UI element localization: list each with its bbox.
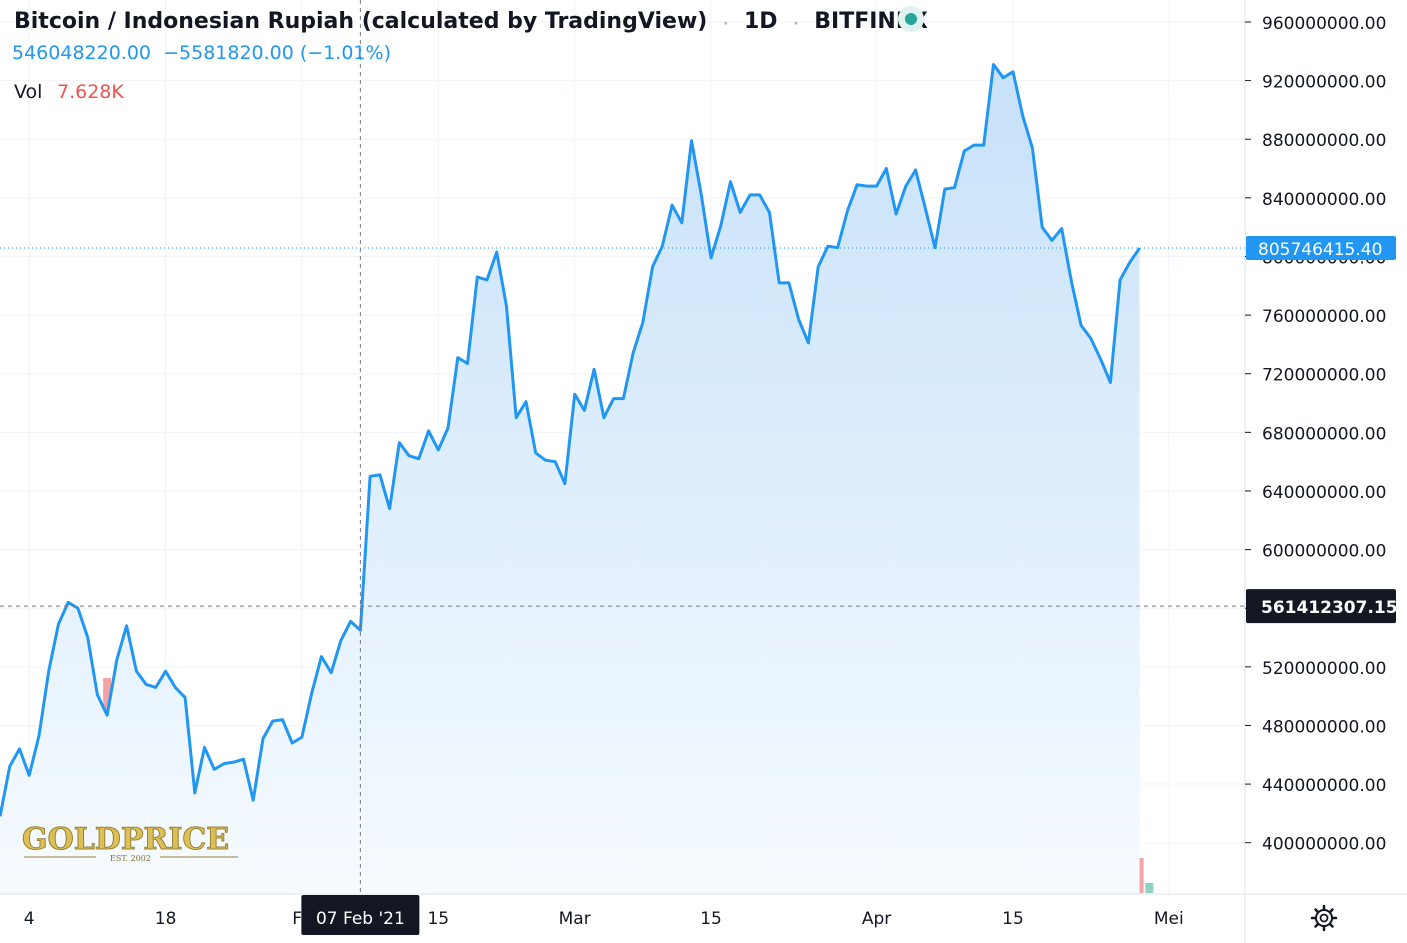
price-tick-label: 840000000.00	[1262, 190, 1386, 210]
price-axis[interactable]: 960000000.00 920000000.00 880000000.00 8400…	[1245, 14, 1386, 855]
market-status-dot[interactable]	[905, 13, 917, 25]
time-tick-label: 15	[1002, 909, 1024, 929]
gear-icon[interactable]	[1310, 904, 1338, 932]
price-tick-label: 960000000.00	[1262, 14, 1386, 34]
last-price-marker: 805746415.40	[1246, 236, 1396, 261]
price-tick-label: 640000000.00	[1262, 483, 1386, 503]
time-tick-label: 15	[427, 909, 449, 929]
chart-legend: Bitcoin / Indonesian Rupiah (calculated …	[12, 6, 928, 103]
price-tick-label: 920000000.00	[1262, 73, 1386, 93]
price-tick-label: 480000000.00	[1262, 717, 1386, 737]
time-tick-label: 4	[24, 909, 35, 929]
crosshair-time-marker: 07 Feb '21	[301, 895, 420, 935]
time-axis[interactable]: 418Fe15Mar15Apr15Mei	[24, 909, 1184, 929]
svg-text:GOLDPRICE: GOLDPRICE	[22, 822, 229, 857]
ohlc-values: 546048220.00 −5581820.00 (−1.01%)	[12, 42, 391, 64]
volume-bar	[1145, 883, 1154, 893]
volume-value: 7.628K	[57, 81, 124, 103]
separator-2: ·	[793, 16, 798, 32]
time-tick-label: Mei	[1154, 909, 1184, 929]
time-tick-label: 15	[700, 909, 722, 929]
time-tick-label: 18	[155, 909, 177, 929]
goldprice-watermark-logo: GOLDPRICE EST. 2002	[22, 822, 238, 863]
crosshair-price-marker: 561412307.15	[1246, 589, 1398, 624]
price-line	[0, 63, 1141, 817]
crosshair-time-label: 07 Feb '21	[316, 909, 405, 929]
price-tick-label: 600000000.00	[1262, 542, 1386, 562]
time-tick-label: Apr	[862, 909, 891, 929]
symbol-title: Bitcoin / Indonesian Rupiah (calculated …	[14, 9, 707, 34]
time-tick-label: Mar	[559, 909, 591, 929]
last-price-label: 805746415.40	[1258, 240, 1382, 260]
price-tick-label: 880000000.00	[1262, 131, 1386, 151]
interval-label: 1D	[744, 9, 778, 34]
price-area-fill	[0, 64, 1140, 894]
separator-1: ·	[723, 16, 728, 32]
svg-text:EST. 2002: EST. 2002	[110, 854, 151, 863]
price-tick-label: 760000000.00	[1262, 307, 1386, 327]
price-tick-label: 520000000.00	[1262, 659, 1386, 679]
price-tick-label: 440000000.00	[1262, 776, 1386, 796]
volume-label: Vol	[14, 81, 42, 103]
price-tick-label: 400000000.00	[1262, 835, 1386, 855]
crosshair-price-label: 561412307.15	[1261, 598, 1398, 618]
price-tick-label: 720000000.00	[1262, 366, 1386, 386]
price-tick-label: 680000000.00	[1262, 424, 1386, 444]
